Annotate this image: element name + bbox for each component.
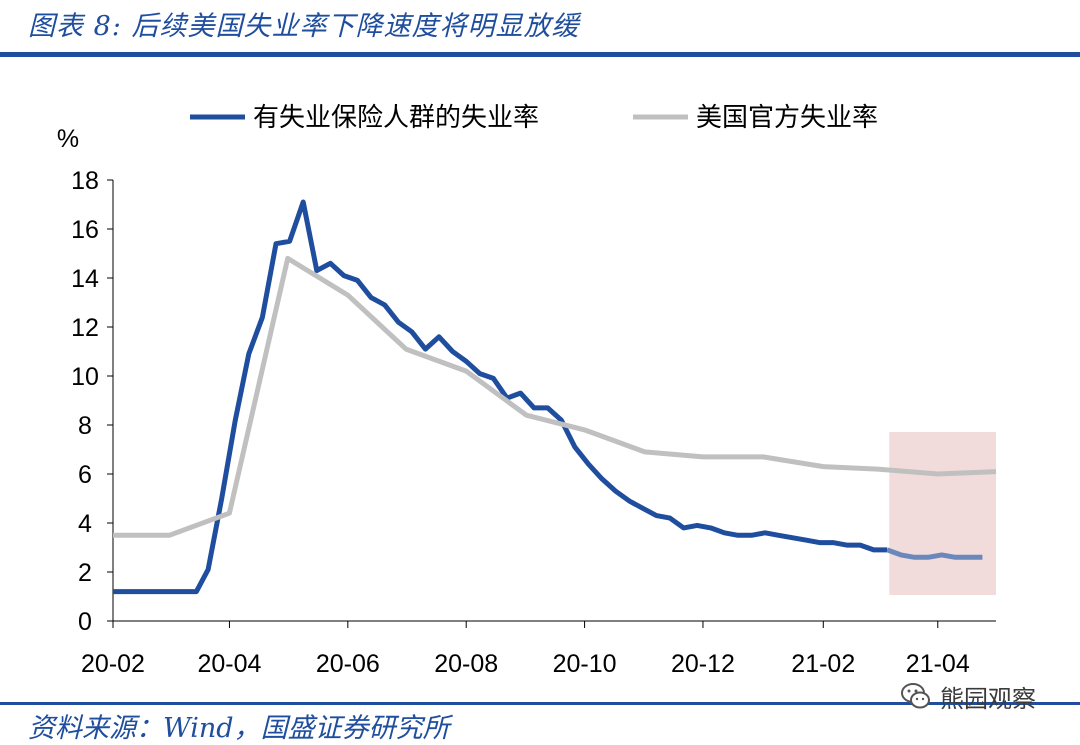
series-insured-unemployment-projection-line	[886, 547, 983, 560]
series-insured-unemployment-line	[113, 199, 888, 595]
y-tick-label: 2	[78, 559, 92, 587]
y-tick-label: 10	[71, 363, 99, 391]
bottom-divider	[0, 702, 1080, 705]
x-tick-label: 21-04	[906, 650, 970, 678]
y-tick-label: 4	[78, 510, 92, 538]
y-tick-label: 6	[78, 461, 92, 489]
y-tick-label: 0	[78, 608, 92, 636]
source-note: 资料来源：Wind，国盛证券研究所	[28, 713, 450, 744]
x-tick-label: 20-10	[553, 650, 617, 678]
x-tick-label: 20-04	[197, 650, 261, 678]
line-chart: 0 2 4 6 8 10 12 14 16 18% 20-02 20-04 20-06 20-08 20-1…	[57, 103, 997, 678]
x-tick-label: 20-08	[434, 650, 498, 678]
x-tick-label: 20-12	[671, 650, 735, 678]
legend-label: 美国官方失业率	[696, 103, 878, 133]
y-axis-unit: %	[57, 125, 79, 153]
y-tick-label: 12	[71, 314, 99, 342]
y-tick-label: 18	[71, 167, 99, 195]
y-tick-label: 14	[71, 265, 99, 293]
x-tick-label: 20-06	[316, 650, 380, 678]
x-tick-label: 20-02	[81, 650, 145, 678]
x-tick-label: 21-02	[791, 650, 855, 678]
watermark-text: 熊园观察	[940, 684, 1036, 713]
figure-title: 图表 8: 后续美国失业率下降速度将明显放缓	[28, 11, 580, 42]
legend-label: 有失业保险人群的失业率	[253, 103, 539, 133]
wechat-icon	[901, 683, 930, 709]
series-official-unemployment-line	[113, 255, 997, 538]
top-divider	[0, 52, 1080, 57]
highlight-band	[889, 432, 996, 595]
y-tick-label: 8	[78, 412, 92, 440]
watermark: 熊园观察	[900, 678, 1036, 714]
y-tick-label: 16	[71, 216, 99, 244]
